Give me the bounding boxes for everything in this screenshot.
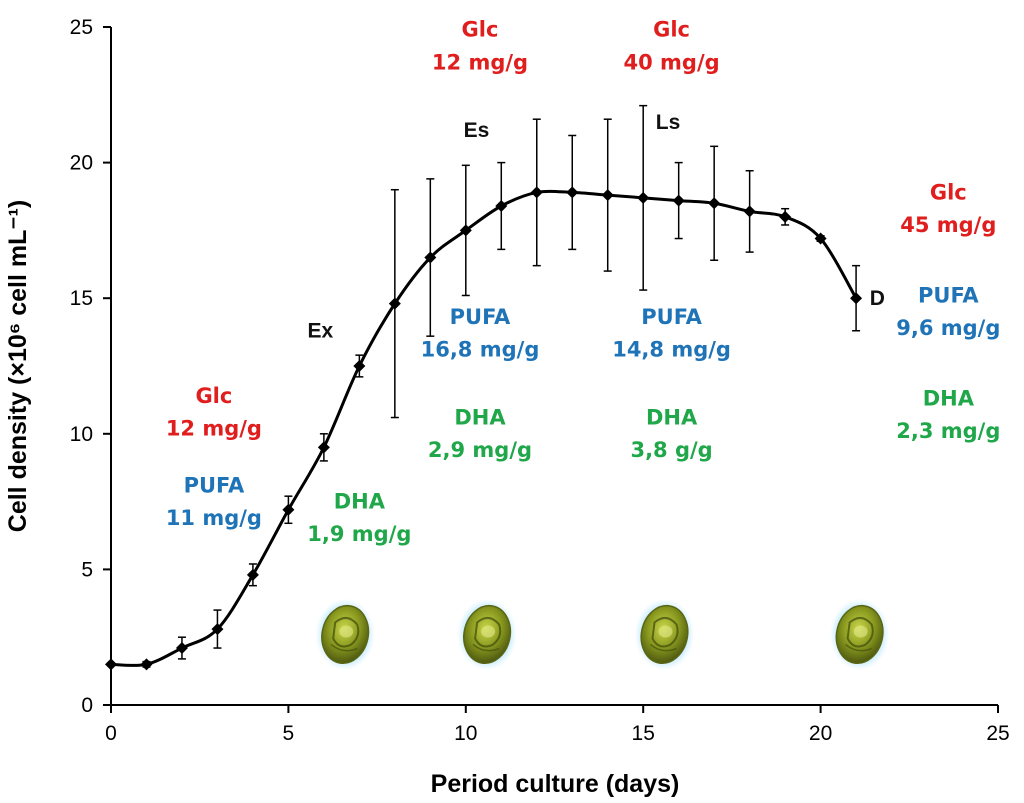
data-point-marker: [353, 360, 366, 372]
data-point-marker: [105, 658, 117, 671]
y-tick-label: 25: [70, 16, 93, 39]
data-point-marker: [495, 199, 508, 212]
composition-annotations: Glc 12 mg/g PUFA 11 mg/g DHA 1,9 mg/g Glc 12 mg…: [166, 18, 1001, 546]
pufa-annotation: 16,8 mg/g: [421, 338, 540, 362]
data-point-marker: [779, 210, 792, 223]
x-tick-label: 20: [809, 722, 832, 745]
glc-annotation: Glc: [653, 18, 690, 42]
pufa-annotation: 14,8 mg/g: [612, 338, 731, 362]
glc-annotation: Glc: [195, 384, 232, 408]
glc-annotation: 40 mg/g: [624, 50, 720, 74]
x-tick-label: 15: [632, 722, 655, 745]
data-point-marker: [814, 232, 827, 245]
y-tick-label: 10: [70, 423, 93, 446]
data-point-marker: [850, 292, 863, 305]
data-point-marker: [211, 623, 224, 636]
algae-cell-image: [829, 598, 890, 671]
y-axis-title: Cell density (×10⁶ cell mL⁻¹): [4, 200, 32, 532]
data-point-marker: [175, 642, 188, 655]
glc-annotation: 45 mg/g: [900, 213, 996, 237]
cell-images: [315, 598, 890, 671]
data-point-marker: [743, 205, 756, 218]
phase-label: Ex: [307, 320, 333, 343]
glc-annotation: Glc: [462, 18, 499, 42]
x-tick-label: 25: [986, 722, 1009, 745]
axis-ticks: 0 5 10 15 20 25 0 5 10 15 20 25: [70, 16, 1010, 745]
y-tick-label: 5: [81, 558, 93, 581]
algae-cell-image: [315, 598, 376, 671]
phase-label: D: [870, 287, 885, 310]
dha-annotation: 1,9 mg/g: [307, 522, 411, 546]
pufa-annotation: PUFA: [641, 305, 702, 329]
pufa-annotation: PUFA: [450, 305, 511, 329]
x-tick-label: 10: [454, 722, 477, 745]
data-point-marker: [601, 189, 614, 202]
dha-annotation: DHA: [646, 406, 698, 430]
data-point-marker: [459, 224, 472, 237]
y-tick-label: 15: [70, 287, 93, 310]
data-point-marker: [708, 197, 721, 210]
pufa-annotation: PUFA: [918, 283, 979, 307]
series-line: [110, 189, 858, 668]
data-point-marker: [140, 658, 153, 671]
glc-annotation: Glc: [930, 180, 967, 204]
dha-annotation: DHA: [334, 490, 386, 514]
dha-annotation: 2,9 mg/g: [428, 438, 532, 462]
error-bars: [142, 104, 861, 668]
y-tick-label: 0: [81, 694, 93, 717]
phase-label: Es: [464, 119, 490, 142]
glc-annotation: 12 mg/g: [432, 50, 528, 74]
dha-annotation: 3,8 g/g: [630, 438, 712, 462]
data-point-marker: [388, 297, 401, 310]
data-point-marker: [282, 503, 295, 516]
phase-labels: Ex Es Ls D: [307, 111, 884, 343]
data-point-marker: [317, 441, 330, 454]
pufa-annotation: 11 mg/g: [166, 506, 262, 530]
data-point-marker: [424, 251, 437, 264]
data-point-marker: [246, 568, 259, 581]
dha-annotation: DHA: [923, 387, 975, 411]
dha-annotation: 2,3 mg/g: [896, 419, 1000, 443]
glc-annotation: 12 mg/g: [166, 416, 262, 440]
pufa-annotation: 9,6 mg/g: [896, 316, 1000, 340]
data-point-marker: [566, 186, 579, 199]
data-markers: [105, 186, 863, 671]
y-tick-label: 20: [70, 152, 93, 175]
x-tick-label: 5: [283, 722, 295, 745]
data-point-marker: [530, 186, 543, 199]
pufa-annotation: PUFA: [184, 473, 245, 497]
algae-cell-image: [634, 598, 695, 671]
phase-label: Ls: [656, 111, 681, 134]
data-point-marker: [637, 191, 650, 204]
x-tick-label: 0: [105, 722, 117, 745]
algae-cell-image: [457, 598, 518, 671]
data-point-marker: [672, 194, 685, 207]
x-axis-title: Period culture (days): [431, 770, 680, 798]
dha-annotation: DHA: [454, 406, 506, 430]
